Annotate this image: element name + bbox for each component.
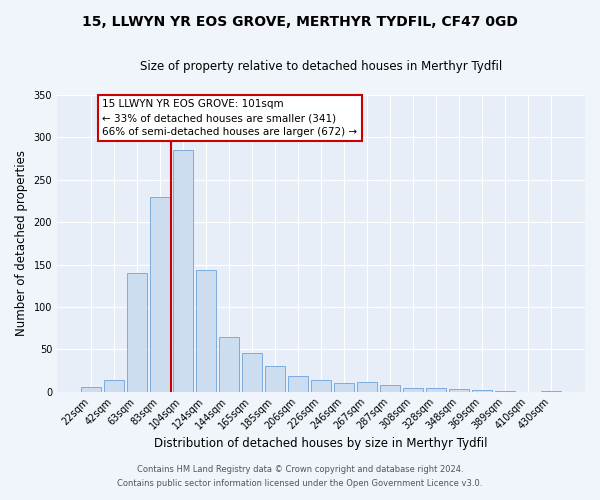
Bar: [265, 366, 285, 392]
X-axis label: Distribution of detached houses by size in Merthyr Tydfil: Distribution of detached houses by size …: [154, 437, 488, 450]
Bar: [288, 376, 308, 392]
Bar: [196, 270, 216, 392]
Bar: [427, 388, 446, 392]
Text: Contains HM Land Registry data © Crown copyright and database right 2024.
Contai: Contains HM Land Registry data © Crown c…: [118, 466, 482, 487]
Bar: [449, 389, 469, 392]
Bar: [81, 388, 101, 392]
Bar: [127, 273, 146, 392]
Bar: [219, 336, 239, 392]
Bar: [242, 352, 262, 392]
Bar: [403, 388, 423, 392]
Bar: [150, 196, 170, 392]
Bar: [334, 383, 354, 392]
Bar: [380, 385, 400, 392]
Bar: [496, 391, 515, 392]
Bar: [311, 380, 331, 392]
Y-axis label: Number of detached properties: Number of detached properties: [15, 150, 28, 336]
Bar: [104, 380, 124, 392]
Text: 15, LLWYN YR EOS GROVE, MERTHYR TYDFIL, CF47 0GD: 15, LLWYN YR EOS GROVE, MERTHYR TYDFIL, …: [82, 15, 518, 29]
Bar: [472, 390, 492, 392]
Text: 15 LLWYN YR EOS GROVE: 101sqm
← 33% of detached houses are smaller (341)
66% of : 15 LLWYN YR EOS GROVE: 101sqm ← 33% of d…: [103, 99, 358, 137]
Bar: [541, 391, 561, 392]
Title: Size of property relative to detached houses in Merthyr Tydfil: Size of property relative to detached ho…: [140, 60, 502, 73]
Bar: [357, 382, 377, 392]
Bar: [173, 150, 193, 392]
